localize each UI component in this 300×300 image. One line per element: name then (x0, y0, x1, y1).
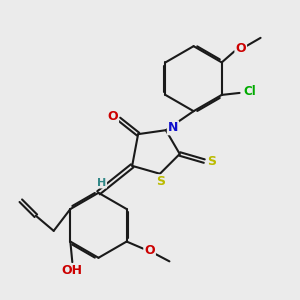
Text: OH: OH (62, 264, 83, 278)
Text: O: O (107, 110, 118, 123)
Text: O: O (144, 244, 155, 257)
Text: S: S (156, 175, 165, 188)
Text: S: S (207, 155, 216, 168)
Text: H: H (97, 178, 106, 188)
Text: Cl: Cl (243, 85, 256, 98)
Text: O: O (236, 42, 246, 56)
Text: N: N (168, 121, 178, 134)
